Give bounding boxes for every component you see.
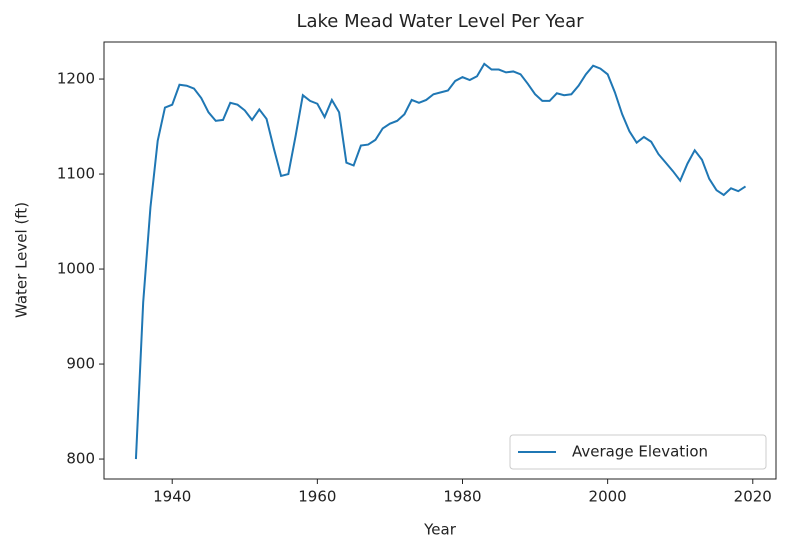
y-tick-label: 900	[66, 355, 95, 373]
x-tick-label: 1960	[298, 488, 336, 506]
data-line	[134, 62, 747, 460]
y-tick-label: 800	[66, 450, 95, 468]
x-tick-label: 1940	[153, 488, 191, 506]
chart-title: Lake Mead Water Level Per Year	[296, 11, 584, 32]
y-tick-label: 1000	[57, 260, 95, 278]
x-tick-label: 2020	[734, 488, 772, 506]
x-axis-label: Year	[423, 521, 457, 539]
y-tick-label: 1200	[57, 70, 95, 88]
x-tick-label: 1980	[443, 488, 481, 506]
legend-box	[509, 434, 767, 470]
y-tick-label: 1100	[57, 165, 95, 183]
x-tick-label: 2000	[589, 488, 627, 506]
plot-frame	[103, 41, 777, 480]
y-axis-label: Water Level (ft)	[13, 202, 31, 318]
legend-label: Average Elevation	[572, 443, 708, 461]
